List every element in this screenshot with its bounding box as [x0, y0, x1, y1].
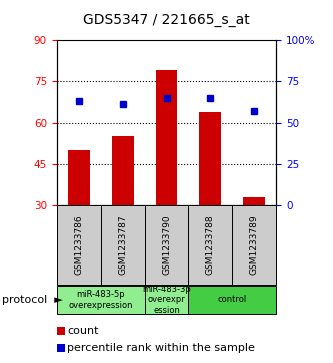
Bar: [57, 205, 101, 285]
Bar: [68, 150, 90, 205]
Text: protocol  ►: protocol ►: [2, 295, 62, 305]
Bar: [188, 286, 276, 314]
Bar: [112, 136, 134, 205]
Text: miR-483-3p
overexpr
ession: miR-483-3p overexpr ession: [142, 285, 191, 315]
Bar: [145, 286, 188, 314]
Text: control: control: [218, 295, 247, 304]
Bar: [199, 111, 221, 205]
Text: GSM1233789: GSM1233789: [250, 215, 259, 276]
Text: GSM1233790: GSM1233790: [162, 215, 171, 276]
Text: GSM1233786: GSM1233786: [74, 215, 83, 276]
Bar: [145, 205, 188, 285]
Bar: [243, 197, 265, 205]
Text: percentile rank within the sample: percentile rank within the sample: [67, 343, 255, 353]
Text: GSM1233788: GSM1233788: [206, 215, 215, 276]
Text: GDS5347 / 221665_s_at: GDS5347 / 221665_s_at: [83, 13, 250, 27]
Bar: [188, 205, 232, 285]
Bar: [156, 70, 177, 205]
Text: count: count: [67, 326, 99, 336]
Text: GSM1233787: GSM1233787: [118, 215, 127, 276]
Bar: [57, 286, 145, 314]
Bar: [101, 205, 145, 285]
Bar: [232, 205, 276, 285]
Text: miR-483-5p
overexpression: miR-483-5p overexpression: [68, 290, 133, 310]
